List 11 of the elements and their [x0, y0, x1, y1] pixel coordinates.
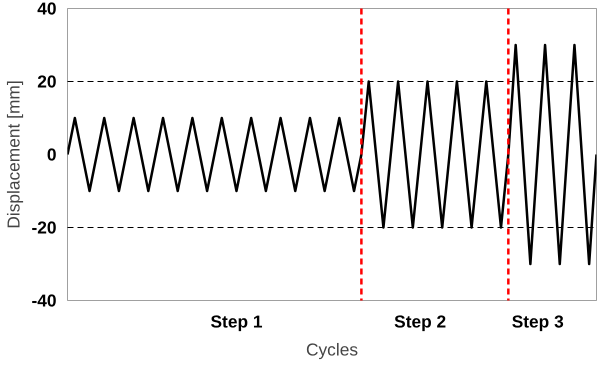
y-tick-label: 20 [37, 72, 57, 92]
x-tick-label: Step 2 [394, 312, 446, 332]
x-tick-label: Step 1 [210, 312, 263, 332]
y-tick-label: 40 [37, 0, 57, 18]
x-axis-title: Cycles [306, 340, 358, 360]
y-tick-label: -40 [31, 290, 56, 310]
y-tick-label: -20 [31, 218, 56, 238]
y-axis-title: Displacement [mm] [3, 80, 24, 229]
x-tick-label: Step 3 [512, 312, 564, 332]
line-series [68, 44, 596, 266]
y-tick-label: 0 [46, 144, 57, 164]
